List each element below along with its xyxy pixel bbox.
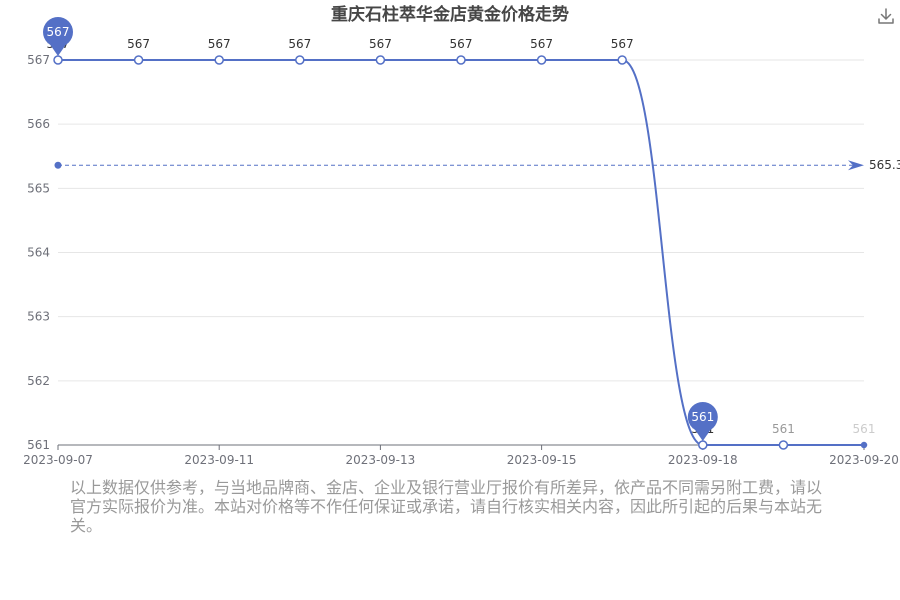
chart-title: 重庆石柱萃华金店黄金价格走势 [331, 4, 569, 25]
data-point [536, 55, 547, 65]
data-label: 567 [288, 37, 311, 51]
gold-price-line-chart: 重庆石柱萃华金店黄金价格走势 561 562 563 564 565 566 567 2023… [23, 4, 900, 467]
x-tick-label: 2023-09-13 [346, 453, 416, 467]
data-label: 567 [530, 37, 553, 51]
y-tick-label: 564 [27, 246, 50, 260]
data-label: 567 [208, 37, 231, 51]
data-point [53, 55, 63, 65]
y-tick-label: 563 [27, 310, 50, 324]
data-label: 567 [369, 37, 392, 51]
average-line-arrow [848, 160, 864, 171]
data-point [617, 55, 627, 65]
data-point [133, 55, 144, 65]
x-tick-label: 2023-09-07 [23, 453, 93, 467]
data-point [778, 440, 789, 450]
min-value-pin-label: 561 [691, 410, 714, 424]
x-tick-label: 2023-09-20 [829, 453, 899, 467]
data-point [214, 55, 224, 65]
data-label: 561 [772, 422, 795, 436]
disclaimer-text: 以上数据仅供参考，与当地品牌商、金店、企业及银行营业厅报价有所差异，依产品不同需… [70, 478, 823, 535]
y-tick-label: 562 [27, 374, 50, 388]
data-label: 567 [450, 37, 473, 51]
data-point [698, 440, 708, 450]
y-tick-label: 566 [27, 117, 50, 131]
download-icon[interactable] [876, 6, 896, 26]
max-value-pin-label: 567 [47, 25, 70, 39]
data-point [860, 441, 868, 449]
y-tick-label: 567 [27, 53, 50, 67]
x-tick-label: 2023-09-15 [507, 453, 577, 467]
data-point [295, 55, 305, 65]
data-label: 567 [127, 37, 150, 51]
y-tick-label: 565 [27, 181, 50, 195]
max-value-pin: 567 [43, 17, 73, 56]
x-tick-label: 2023-09-11 [184, 453, 254, 467]
data-point [456, 55, 466, 65]
data-point [375, 55, 386, 65]
max-value-pin-bubble [43, 17, 73, 47]
min-value-pin: 561 [687, 402, 718, 441]
min-value-pin-bubble [687, 402, 718, 432]
series-line [58, 59, 864, 446]
average-line-start [54, 161, 62, 169]
data-label: 567 [611, 37, 634, 51]
y-tick-label: 561 [27, 438, 50, 452]
average-value-label: 565.36 [869, 158, 900, 172]
data-label: 561 [853, 422, 876, 436]
x-tick-label: 2023-09-18 [668, 453, 738, 467]
